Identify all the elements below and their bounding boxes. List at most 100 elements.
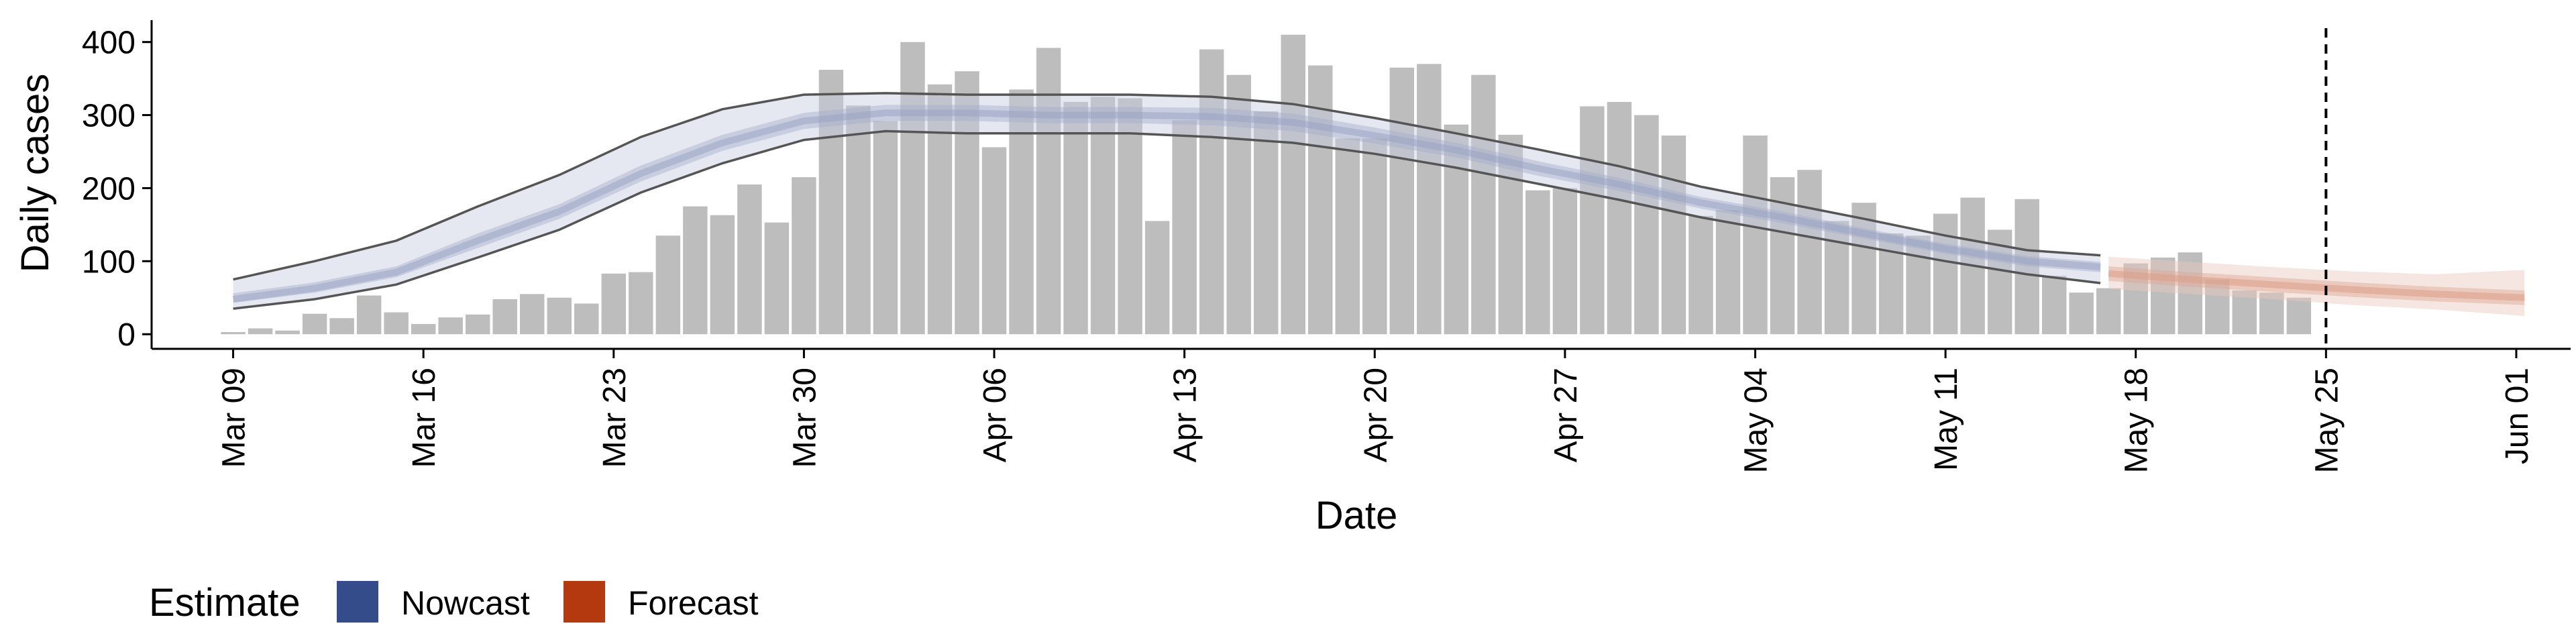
bar-62 — [1906, 235, 1931, 335]
y-tick-label-100: 100 — [82, 244, 136, 280]
bar-11 — [520, 294, 545, 335]
x-tick-label-77: May 25 — [2309, 368, 2345, 473]
x-tick-label-56: May 04 — [1739, 368, 1774, 473]
y-axis-title: Daily cases — [13, 74, 57, 273]
bar-20 — [764, 222, 790, 335]
bar-55 — [1715, 210, 1741, 335]
x-tick-label-84: Jun 01 — [2500, 368, 2535, 464]
bar-67 — [2041, 276, 2067, 335]
nowcast-median-line — [232, 109, 2101, 303]
bar-47 — [1498, 134, 1523, 335]
bar-63 — [1933, 213, 1958, 335]
bar-29 — [1009, 89, 1034, 335]
bar-56 — [1743, 136, 1768, 335]
bar-32 — [1090, 97, 1116, 335]
bar-74 — [2232, 290, 2257, 335]
bar-6 — [384, 312, 409, 335]
bar-73 — [2205, 279, 2230, 335]
bar-9 — [465, 314, 490, 335]
bar-23 — [846, 105, 871, 335]
bar-49 — [1552, 188, 1578, 335]
legend-title: Estimate — [149, 581, 301, 625]
bar-28 — [981, 147, 1007, 335]
x-tick-label-0: Mar 09 — [217, 368, 252, 468]
bar-13 — [574, 303, 599, 335]
bar-19 — [737, 184, 762, 335]
bar-7 — [411, 323, 436, 335]
legend-label-nowcast: Nowcast — [401, 584, 530, 622]
x-tick-label-21: Mar 30 — [787, 368, 822, 468]
x-tick-label-7: Mar 16 — [407, 368, 442, 468]
bar-16 — [655, 235, 681, 335]
x-tick-label-63: May 11 — [1929, 368, 1964, 471]
y-tick-label-300: 300 — [82, 99, 136, 134]
bar-54 — [1688, 215, 1713, 335]
x-axis-title: Date — [1316, 494, 1398, 537]
bar-30 — [1036, 48, 1061, 335]
x-tick-label-70: May 18 — [2119, 368, 2155, 473]
bar-66 — [2015, 199, 2039, 335]
bar-38 — [1253, 111, 1279, 335]
bar-22 — [818, 70, 844, 335]
x-tick-label-14: Mar 23 — [597, 368, 633, 468]
bar-71 — [2151, 257, 2176, 335]
bar-60 — [1851, 203, 1876, 335]
x-tick-label-49: Apr 27 — [1548, 368, 1584, 462]
bar-33 — [1118, 98, 1142, 335]
nowcast-lower-bound-line — [233, 129, 2101, 310]
bar-35 — [1172, 120, 1197, 335]
bar-36 — [1199, 49, 1224, 335]
axes-layer: 0 100 200 300 400 Mar 09 Mar 16 Mar 23 Mar 30 Apr… — [82, 20, 2571, 473]
legend: Estimate Nowcast Forecast — [149, 581, 759, 625]
forecast-median-line — [2108, 270, 2525, 301]
x-tick-label-28: Apr 06 — [977, 368, 1013, 462]
bar-53 — [1661, 136, 1686, 335]
bar-5 — [356, 295, 382, 335]
bar-76 — [2286, 297, 2312, 335]
bar-17 — [683, 206, 708, 335]
x-tick-label-42: Apr 20 — [1358, 368, 1393, 462]
bar-21 — [792, 177, 816, 335]
bar-42 — [1362, 138, 1387, 335]
bands-layer — [232, 92, 2525, 316]
bar-39 — [1281, 34, 1305, 335]
x-tick-label-35: Apr 13 — [1168, 368, 1203, 462]
bar-34 — [1144, 221, 1170, 335]
bar-50 — [1580, 106, 1605, 335]
y-tick-label-0: 0 — [117, 317, 136, 353]
bar-58 — [1797, 170, 1822, 335]
bar-0 — [221, 331, 246, 335]
bar-3 — [302, 313, 327, 335]
bar-43 — [1389, 67, 1415, 335]
y-tick-label-400: 400 — [82, 25, 136, 61]
bar-18 — [710, 215, 735, 335]
bar-51 — [1607, 101, 1632, 335]
bar-41 — [1335, 138, 1360, 335]
bar-69 — [2096, 288, 2121, 335]
legend-key-forecast — [564, 581, 605, 623]
bar-72 — [2178, 252, 2202, 335]
bar-14 — [601, 273, 627, 335]
bar-40 — [1307, 65, 1333, 335]
bar-10 — [492, 299, 517, 335]
y-tick-label-200: 200 — [82, 171, 136, 207]
legend-label-forecast: Forecast — [628, 584, 759, 622]
legend-key-nowcast — [337, 581, 378, 623]
bar-46 — [1471, 74, 1496, 335]
bar-44 — [1417, 64, 1442, 335]
bar-12 — [547, 297, 572, 335]
bar-48 — [1525, 190, 1550, 335]
nowcast-upper-bound-line — [233, 92, 2101, 281]
bar-26 — [927, 84, 953, 335]
nowcast-outer-band — [233, 93, 2101, 309]
bar-75 — [2259, 292, 2284, 335]
bar-1 — [248, 328, 273, 335]
bar-45 — [1444, 124, 1469, 335]
bar-8 — [438, 317, 463, 335]
bars-layer — [221, 34, 2312, 335]
bar-15 — [629, 272, 653, 335]
bar-24 — [873, 121, 898, 335]
bar-2 — [275, 330, 300, 335]
bar-52 — [1634, 115, 1659, 335]
